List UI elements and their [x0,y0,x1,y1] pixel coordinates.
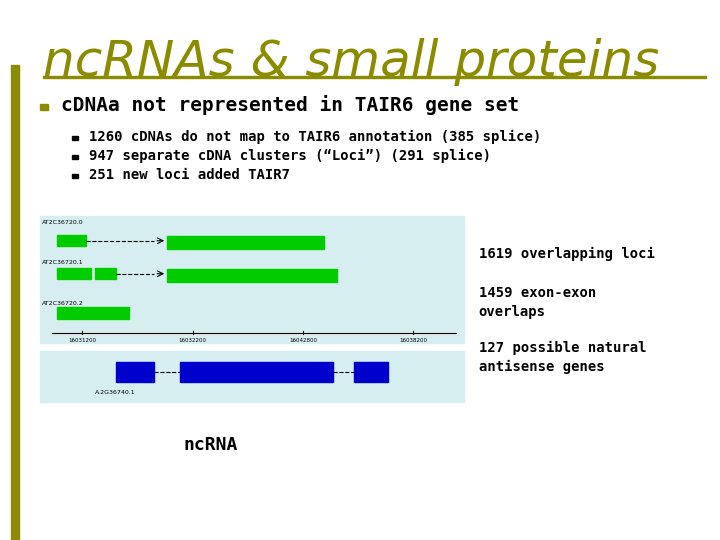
Text: 1619 overlapping loci: 1619 overlapping loci [479,247,654,261]
Text: 1260 cDNAs do not map to TAIR6 annotation (385 splice): 1260 cDNAs do not map to TAIR6 annotatio… [89,130,541,144]
Bar [116,362,154,382]
Text: 16038200: 16038200 [400,338,428,343]
Bar [72,174,78,178]
Bar [72,136,78,140]
Bar [57,268,91,280]
Bar [167,237,324,249]
Bar [57,307,129,319]
Bar [43,76,706,78]
Bar [57,235,86,246]
Text: 127 possible natural
antisense genes: 127 possible natural antisense genes [479,341,647,374]
Text: A.2G36740.1: A.2G36740.1 [95,389,135,395]
Text: 16032200: 16032200 [179,338,207,343]
Bar [40,351,464,402]
Text: 947 separate cDNA clusters (“Loci”) (291 splice): 947 separate cDNA clusters (“Loci”) (291… [89,149,491,163]
Text: ncRNA: ncRNA [184,436,238,455]
Bar [11,65,19,540]
Text: 16042800: 16042800 [289,338,317,343]
Text: AT2C36720.0: AT2C36720.0 [42,220,84,225]
Bar [180,362,333,382]
Bar [72,155,78,159]
Text: ncRNAs & small proteins: ncRNAs & small proteins [43,38,660,86]
Text: cDNAa not represented in TAIR6 gene set: cDNAa not represented in TAIR6 gene set [61,94,519,115]
Bar [354,362,388,382]
Bar [40,104,48,110]
Text: 251 new loci added TAIR7: 251 new loci added TAIR7 [89,168,290,182]
Text: AT2C36720.2: AT2C36720.2 [42,301,84,306]
Text: 1459 exon-exon
overlaps: 1459 exon-exon overlaps [479,286,596,319]
Text: AT2C36720.1: AT2C36720.1 [42,260,84,266]
Bar [95,268,116,280]
Bar [167,269,337,282]
Text: 16031200: 16031200 [68,338,96,343]
